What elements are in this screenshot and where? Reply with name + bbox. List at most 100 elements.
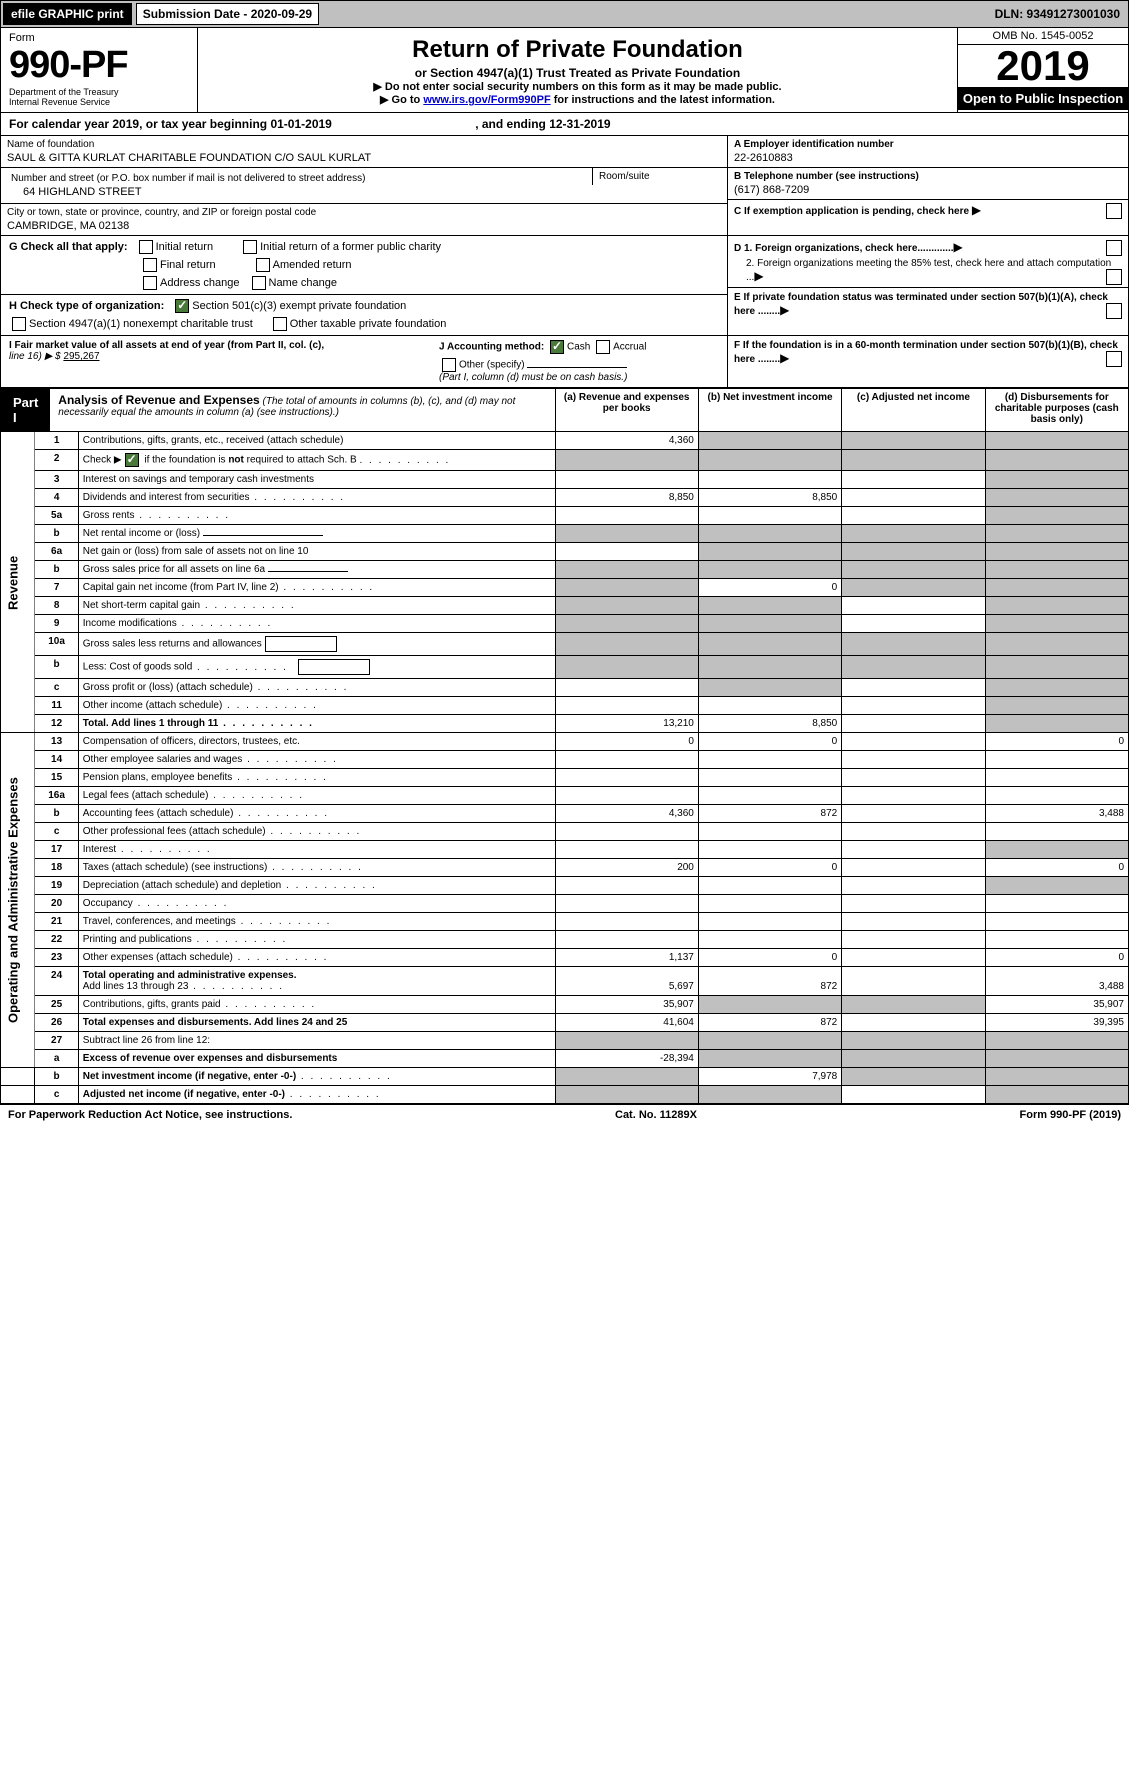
rn: 25 [35,996,78,1014]
chk-addr[interactable] [143,276,157,290]
tax-year: 2019 [958,45,1128,87]
rd: Net investment income (if negative, ente… [78,1068,555,1086]
rn: 23 [35,949,78,967]
part1-desc: Analysis of Revenue and Expenses (The to… [50,389,554,431]
chk-other[interactable] [442,358,456,372]
analysis-table: Part I Analysis of Revenue and Expenses … [0,388,1129,1104]
rd: Less: Cost of goods sold [78,656,555,679]
rv: 3,488 [985,805,1128,823]
lbl-other-tax: Other taxable private foundation [290,318,447,330]
table-row: 8Net short-term capital gain [1,597,1129,615]
rn: 26 [35,1014,78,1032]
rd: Net gain or (loss) from sale of assets n… [78,543,555,561]
h-checks: H Check type of organization: Section 50… [1,295,727,335]
table-row: 10aGross sales less returns and allowanc… [1,633,1129,656]
instr2-wrap: ▶ Go to www.irs.gov/Form990PF for instru… [204,93,951,106]
lower-info: I Fair market value of all assets at end… [0,336,1129,388]
lbl-cash: Cash [567,342,590,353]
e-lbl: E If private foundation status was termi… [734,292,1108,317]
col-d-hdr: (d) Disbursements for charitable purpose… [985,389,1128,432]
addr-lbl: Number and street (or P.O. box number if… [11,173,588,184]
c-cell: C If exemption application is pending, c… [728,200,1128,220]
rn: c [35,1086,78,1104]
rn: 13 [35,733,78,751]
rd: Accounting fees (attach schedule) [78,805,555,823]
rn: 20 [35,895,78,913]
cal-end: 12-31-2019 [549,117,610,131]
rd: Excess of revenue over expenses and disb… [78,1050,555,1068]
col-a-hdr: (a) Revenue and expenses per books [555,389,698,432]
table-row: 2Check ▶ if the foundation is not requir… [1,450,1129,471]
lbl-4947: Section 4947(a)(1) nonexempt charitable … [29,318,253,330]
d2-check[interactable] [1106,269,1122,285]
chk-cash[interactable] [550,340,564,354]
efile-print-btn[interactable]: efile GRAPHIC print [3,3,132,25]
tel-lbl: B Telephone number (see instructions) [734,171,1122,182]
table-row: 18Taxes (attach schedule) (see instructi… [1,859,1129,877]
d1-lbl: D 1. Foreign organizations, check here..… [734,243,954,254]
lbl-final: Final return [160,259,216,271]
instr-link[interactable]: www.irs.gov/Form990PF [423,94,550,106]
rv: -28,394 [555,1050,698,1068]
instr2-pre: ▶ Go to [380,94,423,106]
e-check[interactable] [1106,303,1122,319]
part1-title: Analysis of Revenue and Expenses [58,393,259,407]
rv: 13,210 [555,715,698,733]
lbl-addr: Address change [160,277,240,289]
table-row: 24Total operating and administrative exp… [1,967,1129,996]
c-lbl: C If exemption application is pending, c… [734,206,969,217]
rd: Income modifications [78,615,555,633]
rn: c [35,679,78,697]
name-lbl: Name of foundation [7,139,721,150]
rd: Gross sales less returns and allowances [78,633,555,656]
checks-left: G Check all that apply: Initial return I… [1,236,727,335]
cal-t1: For calendar year 2019, or tax year begi… [9,117,270,131]
header-mid: Return of Private Foundation or Section … [198,28,957,112]
rd: Net rental income or (loss) [78,525,555,543]
chk-initial[interactable] [139,240,153,254]
chk-schb[interactable] [125,453,139,467]
rd: Capital gain net income (from Part IV, l… [78,579,555,597]
chk-other-tax[interactable] [273,317,287,331]
checks-row: G Check all that apply: Initial return I… [0,236,1129,336]
irs: Internal Revenue Service [9,97,189,107]
rn: 10a [35,633,78,656]
rn: 2 [35,450,78,471]
table-row: cAdjusted net income (if negative, enter… [1,1086,1129,1104]
rv: 1,137 [555,949,698,967]
chk-amended[interactable] [256,258,270,272]
chk-final[interactable] [143,258,157,272]
rv: 0 [985,859,1128,877]
table-row: Revenue 1Contributions, gifts, grants, e… [1,432,1129,450]
table-row: 14Other employee salaries and wages [1,751,1129,769]
table-row: 12Total. Add lines 1 through 1113,2108,8… [1,715,1129,733]
d1-check[interactable] [1106,240,1122,256]
rn: b [35,561,78,579]
lbl-amended: Amended return [273,259,352,271]
table-row: 25Contributions, gifts, grants paid35,90… [1,996,1129,1014]
instr2-post: for instructions and the latest informat… [551,94,775,106]
rv: 0 [985,949,1128,967]
rv: 8,850 [555,489,698,507]
rv: 4,360 [555,805,698,823]
rd: Gross profit or (loss) (attach schedule) [78,679,555,697]
rn: 27 [35,1032,78,1050]
rd: Contributions, gifts, grants, etc., rece… [78,432,555,450]
rd: Other income (attach schedule) [78,697,555,715]
c-check[interactable] [1106,203,1122,219]
rd: Other expenses (attach schedule) [78,949,555,967]
rd: Taxes (attach schedule) (see instruction… [78,859,555,877]
table-row: bGross sales price for all assets on lin… [1,561,1129,579]
f-check[interactable] [1106,351,1122,367]
chk-initial-former[interactable] [243,240,257,254]
rn: 22 [35,931,78,949]
chk-4947[interactable] [12,317,26,331]
chk-501c3[interactable] [175,299,189,313]
chk-accrual[interactable] [596,340,610,354]
chk-name[interactable] [252,276,266,290]
rv: 4,360 [555,432,698,450]
rn: a [35,1050,78,1068]
rd: Interest on savings and temporary cash i… [78,471,555,489]
rd: Legal fees (attach schedule) [78,787,555,805]
entity-info: Name of foundation SAUL & GITTA KURLAT C… [0,136,1129,236]
